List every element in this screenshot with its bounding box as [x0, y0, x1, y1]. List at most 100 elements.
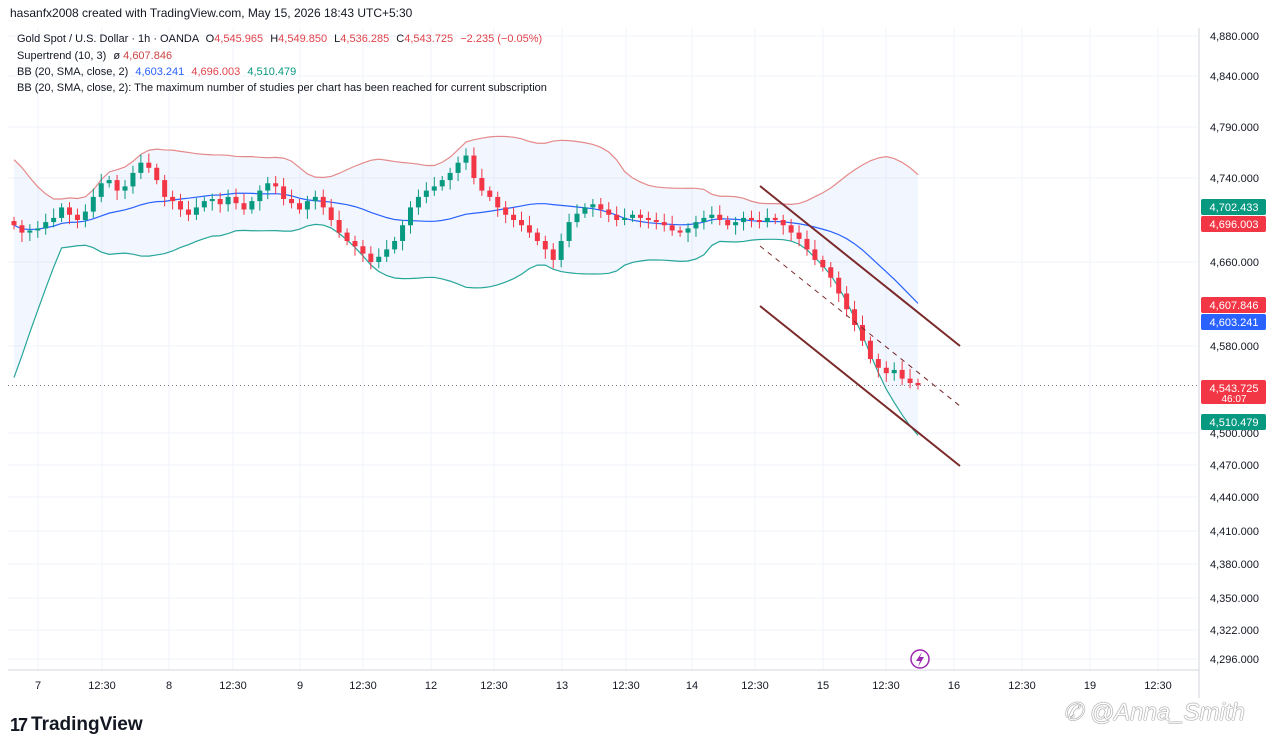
candle-body	[407, 207, 413, 226]
candle-body	[756, 220, 762, 223]
candle-body	[281, 186, 287, 199]
candle-body	[471, 155, 477, 178]
time-tick-label: 14	[686, 680, 698, 692]
time-tick-label: 9	[297, 680, 303, 692]
candle-body	[352, 241, 358, 247]
candle-body	[741, 217, 747, 223]
bb-basis-value: 4,603.241	[135, 66, 185, 78]
tradingview-logo[interactable]: 17 TradingView	[10, 714, 143, 736]
price-badge-label: 4,603.241	[1210, 317, 1259, 329]
candle-body	[685, 228, 691, 233]
tradingview-logo-text: TradingView	[31, 714, 143, 735]
price-badge-label: 4,696.003	[1210, 219, 1259, 231]
candle-body	[669, 225, 675, 231]
candle-body	[384, 249, 390, 257]
price-tick-label: 4,322.000	[1210, 625, 1259, 637]
price-badge	[1201, 314, 1266, 330]
candle-body	[201, 201, 207, 208]
channel-mid-line	[759, 245, 961, 407]
candle-body	[43, 222, 49, 229]
price-tick-label: 4,790.000	[1210, 122, 1259, 134]
open-label: O	[205, 33, 215, 45]
time-tick-label: 12:30	[480, 680, 508, 692]
candle-body	[360, 246, 366, 254]
candle-body	[463, 155, 469, 163]
close-value: 4,543.725	[404, 33, 454, 45]
bb-upper-value: 4,696.003	[191, 66, 241, 78]
price-tick-label: 4,410.000	[1210, 526, 1259, 538]
bb-legend[interactable]: BB (20, SMA, close, 2) 4,603.241 4,696.0…	[17, 66, 296, 78]
candle-body	[59, 207, 65, 218]
candle-body	[804, 238, 810, 250]
time-tick-label: 13	[556, 680, 568, 692]
candle-body	[185, 209, 191, 215]
symbol-legend: Gold Spot / U.S. Dollar · 1h · OANDA O 4,…	[17, 33, 542, 45]
candle-body	[447, 172, 453, 181]
candle-body	[249, 201, 255, 210]
price-tick-label: 4,660.000	[1210, 257, 1259, 269]
candle-body	[526, 225, 532, 233]
candle-body	[193, 207, 199, 215]
candle-body	[836, 277, 842, 294]
candle-body	[907, 378, 913, 383]
time-tick-label: 12:30	[872, 680, 900, 692]
bb-lower-line	[13, 223, 919, 436]
candle-body	[368, 253, 374, 262]
time-tick-label: 19	[1084, 680, 1096, 692]
candle-body	[423, 190, 429, 197]
candle-body	[859, 325, 865, 341]
candle-body	[320, 196, 326, 208]
symbol-name[interactable]: Gold Spot / U.S. Dollar · 1h · OANDA	[17, 33, 199, 45]
candle-body	[630, 214, 636, 218]
price-tick-label: 4,580.000	[1210, 341, 1259, 353]
supertrend-legend[interactable]: Supertrend (10, 3) ø 4,607.846	[17, 50, 172, 62]
candle-body	[622, 217, 628, 220]
supertrend-value: 4,607.846	[123, 50, 173, 62]
candle-body	[225, 196, 231, 205]
candle-body	[614, 214, 620, 220]
candle-body	[701, 217, 707, 223]
candle-body	[574, 213, 580, 223]
candle-body	[503, 207, 509, 215]
candle-body	[899, 369, 905, 379]
candle-body	[828, 267, 834, 278]
bb-lower-value: 4,510.479	[247, 66, 297, 78]
candle-body	[178, 201, 184, 210]
candle-body	[233, 196, 239, 204]
candle-body	[709, 214, 715, 218]
candle-body	[748, 217, 754, 220]
high-value: 4,549.850	[278, 33, 328, 45]
candle-body	[130, 172, 136, 187]
candle-body	[304, 201, 310, 210]
price-tick-label: 4,350.000	[1210, 593, 1259, 605]
candle-body	[296, 203, 302, 210]
candle-body	[209, 199, 215, 202]
candle-body	[558, 241, 564, 260]
candle-body	[519, 220, 525, 226]
candle-body	[154, 167, 160, 181]
price-badge	[1201, 297, 1266, 313]
time-tick-label: 16	[948, 680, 960, 692]
candle-body	[796, 232, 802, 239]
time-tick-label: 12:30	[219, 680, 247, 692]
candle-body	[241, 203, 247, 210]
candle-body	[645, 217, 651, 220]
time-tick-label: 12:30	[88, 680, 116, 692]
candle-body	[122, 186, 128, 191]
close-label: C	[396, 33, 405, 45]
lightning-icon-ring	[910, 649, 930, 669]
candle-body	[312, 196, 318, 202]
low-value: 4,536.285	[340, 33, 390, 45]
candle-body	[439, 180, 445, 187]
candle-body	[590, 204, 596, 208]
high-label: H	[270, 33, 279, 45]
price-tick-label: 4,296.000	[1210, 654, 1259, 666]
price-badge	[1201, 199, 1266, 215]
candle-body	[289, 199, 295, 204]
candle-body	[35, 228, 41, 231]
candle-body	[772, 217, 778, 220]
candle-body	[844, 293, 850, 310]
lightning-icon	[910, 649, 930, 669]
candle-body	[725, 220, 731, 226]
